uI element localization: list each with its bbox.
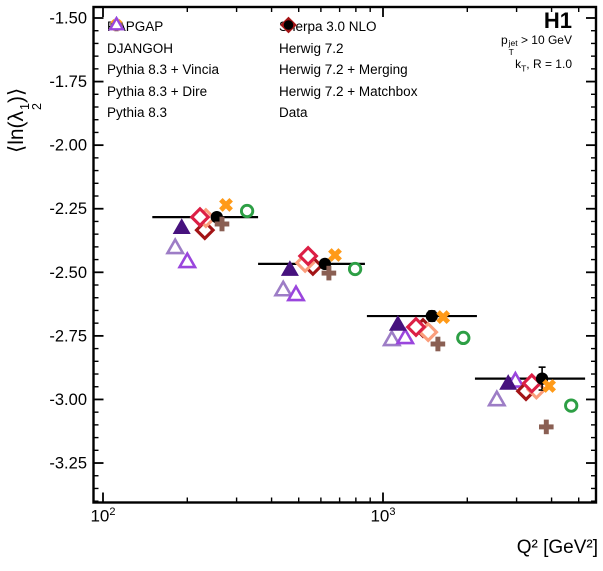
- y-tick-label: -2.00: [49, 137, 87, 155]
- marker-pythia-8-3-vincia: [165, 236, 186, 255]
- x-tick-label-100: 102: [90, 506, 116, 526]
- marker-rapgap: [436, 310, 451, 325]
- legend-label-sherpa-3-0-nlo: Sherpa 3.0 NLO: [279, 19, 377, 35]
- marker-pythia-8-3: [177, 250, 198, 269]
- legend-marker-data: [283, 20, 294, 30]
- y-axis-label-pre: ⟨ln(λ: [5, 110, 28, 153]
- y-tick-label: -1.50: [49, 10, 87, 28]
- legend-label-pythia-8-3: Pythia 8.3: [107, 105, 168, 121]
- legend-item-herwig-7-2-matchbox: Herwig 7.2 + Matchbox: [279, 16, 418, 103]
- legend-marker-pythia-8-3: [108, 16, 125, 31]
- marker-sherpa-3-0-nlo: [456, 330, 471, 346]
- marker-pythia-8-3-dire: [280, 260, 299, 276]
- y-tick-label: -2.75: [49, 327, 87, 345]
- marker-pythia-8-3-dire: [172, 218, 191, 234]
- legend-label-herwig-7-2: Herwig 7.2: [279, 40, 344, 56]
- legend-item-herwig-7-2: Herwig 7.2: [279, 16, 417, 60]
- marker-rapgap: [328, 248, 342, 262]
- experiment-logo: H1: [543, 8, 572, 33]
- y-tick-label: -1.75: [49, 73, 87, 91]
- plot-annotations: H1 p jet T > 10 GeV kT, R = 1.0: [501, 9, 572, 75]
- y-tick-label: -2.25: [49, 200, 87, 218]
- y-tick-label: -3.00: [49, 391, 87, 409]
- marker-djangoh: [430, 336, 446, 352]
- marker-pythia-8-3-vincia: [486, 389, 507, 407]
- legend-label-data: Data: [279, 105, 308, 121]
- marker-djangoh: [539, 419, 554, 435]
- y-axis-label-post: )⟩: [5, 87, 28, 104]
- marker-herwig-7-2: [189, 206, 211, 228]
- legend-item-data: Data: [279, 20, 417, 124]
- pt-cut-label: p jet T > 10 GeV: [500, 33, 572, 57]
- y-axis-label-sub: 2: [29, 103, 44, 110]
- marker-sherpa-3-0-nlo: [239, 203, 255, 219]
- kt-cut-label: kT, R = 1.0: [515, 57, 572, 74]
- marker-djangoh: [214, 216, 230, 232]
- legend-label-pythia-8-3-dire: Pythia 8.3 + Dire: [107, 83, 208, 99]
- marker-herwig-7-2: [405, 316, 427, 338]
- legend-label-herwig-7-2-matchbox: Herwig 7.2 + Matchbox: [279, 83, 418, 99]
- marker-pythia-8-3: [286, 283, 306, 302]
- y-tick-label: -2.50: [49, 264, 87, 282]
- legend-label-herwig-7-2-merging: Herwig 7.2 + Merging: [279, 62, 408, 78]
- legend-column-1: RAPGAP DJANGOH Pythia 8.3 + Vincia Pythia 8…: [107, 16, 219, 124]
- marker-data: [425, 309, 438, 323]
- marker-djangoh: [321, 265, 337, 281]
- marker-rapgap: [542, 379, 557, 393]
- marker-pythia-8-3-vincia: [273, 279, 294, 297]
- marker-pythia-8-3-dire: [499, 374, 518, 390]
- legend-item-herwig-7-2-merging: Herwig 7.2 + Merging: [279, 16, 417, 81]
- marker-sherpa-3-0-nlo: [347, 261, 363, 277]
- legend-item-djangoh: DJANGOH: [107, 18, 219, 60]
- legend-item-pythia-8-3-dire: Pythia 8.3 + Dire: [107, 16, 219, 103]
- marker-pythia-8-3-dire: [388, 315, 407, 331]
- legend-column-2: Sherpa 3.0 NLO Herwig 7.2 Herwig 7.2 + Mer…: [279, 16, 417, 124]
- legend-item-pythia-8-3-vincia: Pythia 8.3 + Vincia: [107, 16, 219, 81]
- marker-sherpa-3-0-nlo: [564, 398, 579, 413]
- marker-herwig-7-2: [297, 245, 319, 267]
- legend-item-sherpa-3-0-nlo: Sherpa 3.0 NLO: [279, 16, 417, 38]
- legend-item-pythia-8-3: Pythia 8.3: [107, 16, 219, 124]
- marker-pythia-8-3: [395, 326, 416, 345]
- y-tick-label: -3.25: [49, 455, 87, 473]
- y-axis-label: ⟨ln(λ 1 2)⟩: [4, 88, 44, 153]
- marker-rapgap: [219, 197, 233, 212]
- marker-pythia-8-3-vincia: [381, 328, 402, 347]
- x-tick-label-1000: 103: [370, 506, 396, 526]
- plot-frame: [92, 5, 598, 504]
- legend-label-djangoh: DJANGOH: [107, 40, 174, 56]
- legend-label-pythia-8-3-vincia: Pythia 8.3 + Vincia: [107, 62, 219, 78]
- x-axis-label: Q² [GeV²]: [516, 537, 598, 558]
